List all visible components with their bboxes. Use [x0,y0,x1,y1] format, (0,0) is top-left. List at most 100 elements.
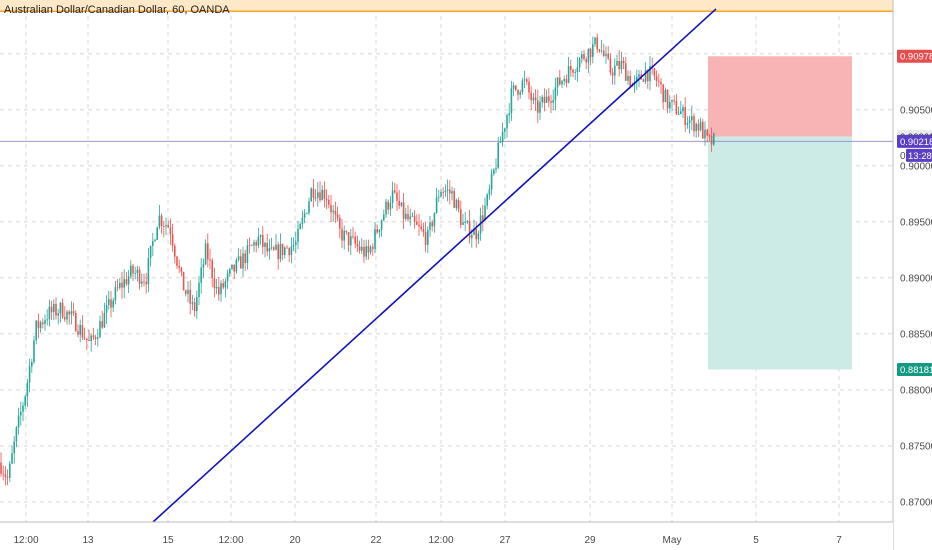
candle-254 [559,69,561,86]
candle-320 [704,121,706,146]
candle-213 [468,209,471,244]
candle-198 [435,188,438,214]
candle-4 [9,460,11,483]
target-price-tag: 0.88181 [897,363,932,377]
svg-text:0.88181: 0.88181 [900,365,932,376]
candle-123 [270,237,273,251]
candle-204 [449,180,451,205]
candle-298 [655,70,658,87]
candle-13 [28,358,31,393]
countdown-tag: 13:28 [906,148,932,162]
candle-122 [268,239,271,260]
candle-131 [288,247,290,263]
candle-190 [418,213,420,236]
candle-87 [191,294,194,311]
candle-78 [171,223,174,252]
x-tick-label-10: 5 [753,535,759,546]
candle-310 [682,104,684,118]
candle-144 [317,182,319,207]
candle-307 [675,93,678,116]
candle-232 [510,81,513,121]
candle-24 [53,299,55,321]
candle-98 [215,278,218,295]
candle-274 [603,43,605,58]
candle-258 [567,56,570,84]
candle-80 [176,255,178,270]
candle-94 [207,233,209,268]
candle-36 [79,319,81,343]
candle-196 [431,219,433,232]
candle-58 [127,270,130,293]
candle-229 [504,127,506,139]
candle-109 [240,249,242,269]
take-profit-zone[interactable] [708,136,852,370]
candle-246 [541,94,543,108]
time-axis[interactable]: 12:00 13 15 12:00 20 22 12:00 27 29 May 5 7 [0,521,893,550]
candle-162 [356,235,359,253]
candle-62 [136,265,139,282]
trend-line[interactable] [152,8,717,523]
candle-136 [299,222,301,230]
candle-241 [530,86,532,111]
candle-164 [361,238,363,255]
x-tick-label-3: 12:00 [218,535,243,546]
candle-217 [477,230,480,244]
candle-29 [64,306,66,322]
candle-8 [17,407,20,435]
stop-loss-zone[interactable] [708,56,852,137]
candle-60 [132,263,134,281]
candle-191 [420,220,422,232]
candle-200 [440,188,442,198]
x-tick-label-8: 29 [584,535,596,546]
candle-303 [666,89,669,114]
candle-223 [490,168,493,196]
candle-243 [534,89,537,111]
x-tick-label-7: 27 [499,535,511,546]
candle-65 [143,274,145,287]
candle-261 [574,68,576,81]
candle-219 [482,204,484,232]
candle-37 [81,315,84,341]
candle-129 [284,246,286,259]
candle-319 [702,119,704,139]
candle-175 [385,198,387,219]
candle-186 [409,208,411,226]
candle-262 [576,56,579,82]
candle-220 [484,197,486,222]
candle-206 [453,187,455,209]
candle-10 [22,401,24,422]
candle-124 [273,245,275,252]
candle-3 [6,469,9,485]
candle-45 [99,315,101,338]
candle-205 [451,186,453,201]
candle-230 [506,113,508,138]
price-axis-bg [893,0,932,550]
candle-99 [218,277,220,301]
candle-6 [13,436,15,464]
candle-154 [339,214,341,239]
candle-69 [152,232,154,257]
candle-304 [669,95,671,113]
candle-317 [697,119,700,138]
candle-318 [699,117,702,132]
candle-39 [86,338,88,351]
candle-265 [583,49,585,62]
x-tick-label-4: 20 [289,535,301,546]
candle-49 [108,290,110,310]
price-axis[interactable]: 0.910000.905000.900000.895000.890000.885… [892,0,932,550]
candle-160 [352,226,354,240]
candle-185 [407,205,409,222]
candle-212 [466,220,469,225]
candle-46 [101,310,103,330]
x-tick-label-5: 22 [370,535,382,546]
candle-35 [77,324,79,338]
candle-268 [589,47,592,65]
candle-216 [475,221,477,248]
candle-277 [609,53,612,76]
candle-170 [374,221,376,254]
